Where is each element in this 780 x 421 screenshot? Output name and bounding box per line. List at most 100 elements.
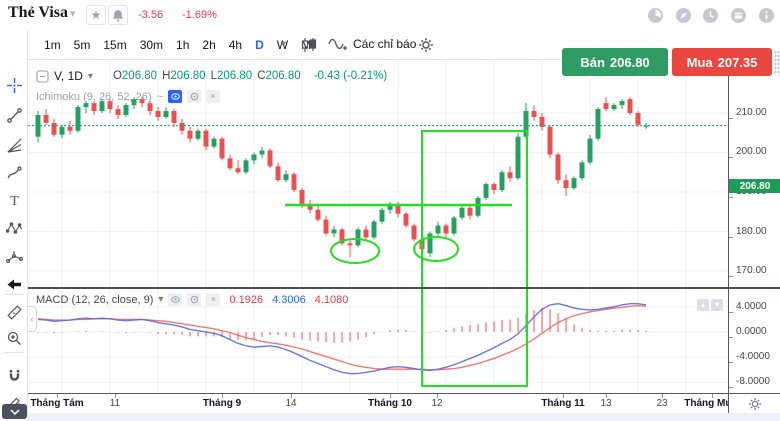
- candle-body: [571, 178, 577, 189]
- axis-tick: [729, 362, 733, 363]
- chevron-down-icon: [9, 408, 20, 415]
- sell-price: 206.80: [609, 54, 650, 70]
- candle-body: [587, 138, 593, 163]
- info-icon[interactable]: [759, 8, 774, 23]
- ohlc-key: C: [257, 70, 266, 82]
- candle-body: [403, 213, 409, 226]
- measure-ruler-tool[interactable]: [5, 303, 23, 321]
- zoom-in-tool[interactable]: [5, 329, 23, 347]
- macd-settings-button[interactable]: [187, 293, 202, 306]
- favorite-button[interactable]: ★: [86, 5, 106, 25]
- alert-button[interactable]: [108, 5, 128, 25]
- crosshair-tool[interactable]: [5, 76, 23, 94]
- settings-icon: [190, 92, 198, 101]
- candle-body: [227, 158, 233, 169]
- ichimoku-settings-button[interactable]: [187, 90, 201, 103]
- timeframe-4h[interactable]: 4h: [228, 37, 243, 52]
- pane-up-button[interactable]: ▴: [697, 299, 709, 311]
- axis-tick: [729, 312, 733, 313]
- macd-label[interactable]: MACD (12, 26, close, 9): [36, 293, 154, 306]
- timeframe-1h[interactable]: 1h: [176, 37, 190, 52]
- axis-settings-gear-icon[interactable]: [748, 397, 762, 411]
- candle-body: [283, 174, 289, 181]
- trend-line-tool[interactable]: [5, 106, 23, 124]
- symbol-title[interactable]: Thẻ Visa: [8, 4, 69, 21]
- timeframe-1m[interactable]: 1m: [44, 37, 61, 52]
- candle-body: [451, 217, 457, 234]
- ichimoku-remove-button[interactable]: ×: [206, 90, 220, 103]
- axis-tick: [729, 337, 733, 338]
- legend-collapse-icon[interactable]: [36, 69, 49, 83]
- candle-body: [603, 103, 609, 110]
- timeframe-M[interactable]: M: [301, 37, 312, 52]
- pattern-tool[interactable]: [5, 219, 23, 237]
- timeframe-W[interactable]: W: [276, 37, 289, 52]
- indicators-button[interactable]: Các chỉ báo: [328, 36, 416, 52]
- current-price-tag: 206.80: [729, 179, 780, 193]
- sell-button[interactable]: Bán 206.80: [562, 48, 668, 76]
- bell-icon: [112, 9, 124, 22]
- candle-body: [235, 168, 241, 173]
- brush-tool[interactable]: [5, 164, 23, 182]
- time-axis-label: 14: [285, 398, 297, 409]
- bottom-circle-drawing[interactable]: [330, 238, 380, 264]
- candle-body: [475, 197, 481, 216]
- candle-body: [307, 205, 313, 210]
- star-icon: ★: [90, 8, 102, 22]
- time-axis-tick: [390, 394, 391, 398]
- timeframe-15m[interactable]: 15m: [103, 37, 127, 52]
- symbol-dropdown-icon[interactable]: ▾: [70, 8, 76, 20]
- macd-remove-button[interactable]: ×: [206, 293, 221, 306]
- timeframe-more-icon[interactable]: ▾: [281, 39, 287, 50]
- hide-toolbar-button[interactable]: [2, 404, 27, 419]
- bottom-circle-drawing[interactable]: [413, 236, 459, 262]
- object-tree-handle[interactable]: ‹: [28, 306, 37, 332]
- price-axis[interactable]: 206.80 210.00200.00190.00180.00170.004.0…: [728, 60, 780, 413]
- toolbar-separator: [4, 352, 24, 353]
- fibonacci-tool[interactable]: [5, 136, 23, 154]
- ohlc-value: 206.80: [121, 70, 158, 82]
- ichimoku-label[interactable]: Ichimoku (9, 26, 52, 26): [36, 90, 152, 103]
- clock-icon[interactable]: [703, 8, 718, 23]
- candlestick-style-icon[interactable]: [300, 37, 318, 53]
- breakout-rectangle-drawing[interactable]: [421, 130, 528, 387]
- timeframe-2h[interactable]: 2h: [202, 37, 216, 52]
- timeframe-D[interactable]: D: [255, 37, 264, 52]
- magnet-tool[interactable]: [5, 367, 23, 385]
- ichimoku-visibility-button[interactable]: [168, 90, 182, 103]
- ichimoku-legend-row: Ichimoku (9, 26, 52, 26) ~ ×: [36, 90, 220, 103]
- candle-body: [635, 113, 641, 125]
- timeframe-30m[interactable]: 30m: [139, 37, 164, 52]
- candle-body: [147, 103, 153, 112]
- prediction-tool[interactable]: [5, 248, 23, 266]
- candle-body: [411, 225, 417, 240]
- pane-down-button[interactable]: ▾: [711, 299, 723, 311]
- time-axis-label: Tháng 11: [541, 398, 585, 409]
- time-axis[interactable]: Tháng Tám 11 Tháng 9 14 Tháng 10 12 Tháng 11 13…: [28, 393, 728, 413]
- symbol-interval-label[interactable]: V, 1D: [54, 69, 83, 83]
- buy-button[interactable]: Mua 207.35: [672, 48, 772, 76]
- legend-dropdown-icon[interactable]: ▾: [87, 70, 93, 82]
- candle-body: [619, 101, 625, 106]
- text-tool[interactable]: T: [5, 191, 23, 209]
- candle-body: [59, 126, 65, 135]
- candle-body: [219, 138, 225, 159]
- time-axis-tick: [57, 394, 58, 398]
- pane-separator[interactable]: [28, 287, 780, 289]
- calendar-icon[interactable]: [731, 8, 746, 23]
- time-axis-tick: [606, 394, 607, 398]
- candle-body: [243, 160, 249, 173]
- chart-settings-gear-icon[interactable]: [418, 37, 434, 53]
- trade-widget-drag-handle[interactable]: [774, 50, 780, 75]
- macd-dropdown-icon[interactable]: ▾: [158, 294, 164, 305]
- time-axis-tick: [222, 394, 223, 398]
- arrow-marker-tool[interactable]: [5, 275, 23, 293]
- pie-chart-icon[interactable]: [648, 8, 663, 23]
- compass-icon[interactable]: [676, 8, 691, 23]
- timeframe-5m[interactable]: 5m: [73, 37, 91, 52]
- candle-body: [435, 225, 441, 234]
- candle-body: [491, 184, 497, 191]
- candle-body: [395, 203, 401, 214]
- macd-visibility-button[interactable]: [168, 293, 183, 306]
